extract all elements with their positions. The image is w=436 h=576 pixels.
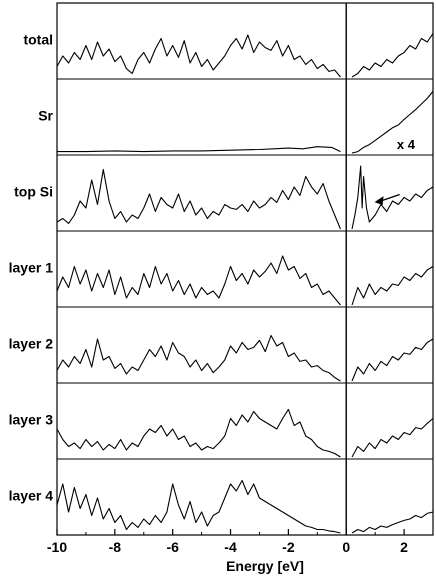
dos-line-layer-3 [56, 408, 434, 458]
panel-label-layer-4: layer 4 [9, 488, 54, 504]
x-tick-label: -10 [47, 539, 67, 555]
panel-label-top-si: top Si [14, 184, 53, 200]
x-tick-label: 2 [400, 539, 408, 555]
panel-label-total: total [23, 32, 53, 48]
panel-label-sr: Sr [38, 108, 53, 124]
dos-line-top-si [56, 165, 434, 230]
x-tick-label: -4 [224, 539, 237, 555]
panel-label-layer-3: layer 3 [9, 412, 54, 428]
dos-line-layer-1 [56, 255, 434, 306]
scale-annotation-sr: x 4 [397, 137, 416, 152]
arrow-shaft [380, 193, 400, 202]
arrow-head [374, 196, 384, 206]
x-tick-label: -6 [166, 539, 179, 555]
dos-line-total [56, 33, 434, 78]
x-tick-label: -2 [282, 539, 295, 555]
dos-line-layer-2 [56, 334, 434, 382]
x-tick-label: 0 [342, 539, 350, 555]
dos-line-sr [57, 91, 434, 154]
plot-frame [56, 2, 434, 536]
x-axis-title: Energy [eV] [226, 558, 304, 574]
panel-label-layer-1: layer 1 [9, 260, 54, 276]
dos-line-layer-4 [56, 479, 434, 534]
x-tick-label: -8 [109, 539, 122, 555]
panel-label-layer-2: layer 2 [9, 336, 54, 352]
